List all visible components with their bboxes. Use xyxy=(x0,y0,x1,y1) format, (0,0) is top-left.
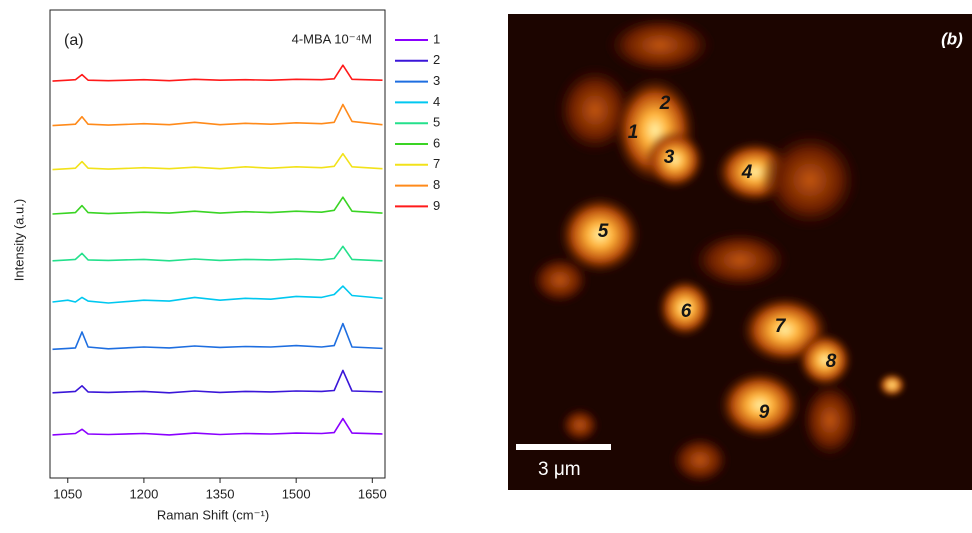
panel-label: (a) xyxy=(64,32,84,49)
x-tick-label: 1200 xyxy=(129,486,158,501)
spot-label: 6 xyxy=(681,301,692,322)
spot-label: 5 xyxy=(598,221,609,242)
legend: 1 2 3 4 5 6 7 8 9 xyxy=(395,31,440,213)
legend-label: 3 xyxy=(433,73,440,88)
hotspot xyxy=(690,230,790,290)
spectrum-line xyxy=(52,417,383,436)
spectrum-line xyxy=(52,103,383,127)
annotation: 4-MBA 10⁻⁴M xyxy=(292,31,372,46)
legend-label: 4 xyxy=(433,94,440,109)
legend-label: 1 xyxy=(433,31,440,46)
hotspot xyxy=(800,380,860,460)
spectrum-line xyxy=(52,64,383,82)
x-tick-label: 1500 xyxy=(282,486,311,501)
spectrum-line xyxy=(52,285,383,304)
legend-label: 9 xyxy=(433,198,440,213)
plot-area: 1050 1200 1350 1500 1650 xyxy=(52,64,387,501)
hotspot xyxy=(530,255,590,305)
sers-map: (b) 1 2 3 4 5 6 7 8 9 3 μm xyxy=(508,14,972,490)
x-tick-label: 1050 xyxy=(53,486,82,501)
hotspot xyxy=(558,195,642,275)
hotspot xyxy=(560,407,600,443)
scale-bar-label: 3 μm xyxy=(538,459,581,480)
scale-bar xyxy=(516,444,611,450)
hotspot xyxy=(605,15,715,75)
hotspot xyxy=(760,130,860,230)
spot-label: 9 xyxy=(759,402,770,423)
legend-label: 5 xyxy=(433,115,440,130)
spot-label: 2 xyxy=(659,93,671,114)
spectrum-line xyxy=(52,245,383,262)
spectrum-line xyxy=(52,369,383,394)
spot-label: 8 xyxy=(826,351,837,372)
legend-label: 8 xyxy=(433,177,440,192)
spectrum-line xyxy=(52,152,383,171)
x-tick-label: 1650 xyxy=(358,486,387,501)
panel-label: (b) xyxy=(941,29,963,48)
legend-label: 2 xyxy=(433,52,440,67)
y-axis-label: Intensity (a.u.) xyxy=(11,199,26,281)
spot-label: 1 xyxy=(628,122,639,143)
hotspot xyxy=(645,130,705,190)
spot-label: 7 xyxy=(775,316,787,337)
hotspot xyxy=(657,278,713,338)
legend-label: 6 xyxy=(433,135,440,150)
legend-label: 7 xyxy=(433,156,440,171)
spectrum-line xyxy=(52,322,383,351)
spectrum-line xyxy=(52,196,383,215)
plot-frame xyxy=(49,9,386,479)
spot-label: 3 xyxy=(664,147,675,168)
x-tick-label: 1350 xyxy=(206,486,235,501)
hotspot xyxy=(718,370,802,440)
hotspot xyxy=(797,332,853,388)
x-axis-label: Raman Shift (cm⁻¹) xyxy=(157,507,269,522)
hotspots xyxy=(530,15,906,485)
hotspot xyxy=(878,373,906,397)
hotspot xyxy=(670,435,730,485)
spot-label: 4 xyxy=(741,162,753,183)
